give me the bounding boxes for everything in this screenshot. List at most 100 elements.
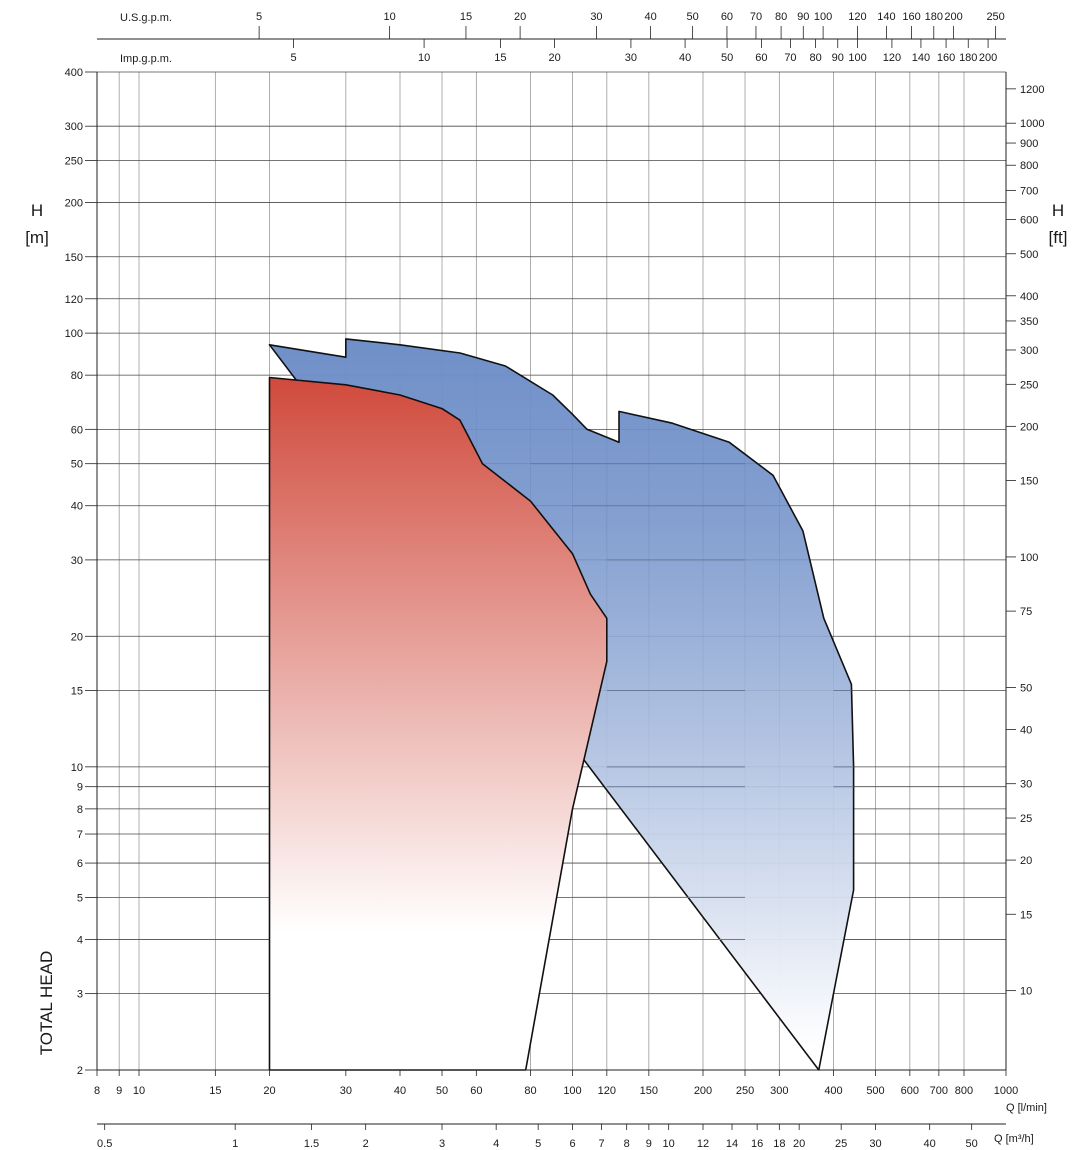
x-lpm-tick-label: 200 <box>694 1085 712 1097</box>
x-usgpm-label: U.S.g.p.m. <box>120 12 172 24</box>
x-m3h-tick-label: 12 <box>697 1138 709 1150</box>
red-performance-area <box>268 376 608 1071</box>
plot-frame <box>96 72 1007 1071</box>
x-lpm-tick-label: 120 <box>598 1085 616 1097</box>
x-lpm-tick-label: 700 <box>930 1085 948 1097</box>
x-impgpm-tick-label: 120 <box>883 52 901 64</box>
x-usgpm-tick-label: 90 <box>797 11 809 23</box>
x-usgpm-tick-label: 100 <box>814 11 832 23</box>
x-m3h-label: Q [m³/h] <box>994 1133 1034 1145</box>
y-left-tick-label: 40 <box>71 501 83 513</box>
x-lpm-tick-label: 300 <box>770 1085 788 1097</box>
x-m3h-tick-label: 10 <box>663 1138 675 1150</box>
x-m3h-tick-label: 16 <box>751 1138 763 1150</box>
x-m3h-tick-label: 4 <box>493 1138 499 1150</box>
y-right-tick-label: 25 <box>1020 813 1032 825</box>
y-left-tick-label: 10 <box>71 762 83 774</box>
y-right-tick-label: 900 <box>1020 138 1038 150</box>
y-right-tick-label: 150 <box>1020 476 1038 488</box>
x-impgpm-tick-label: 15 <box>494 52 506 64</box>
y-right-title-h: H <box>1052 201 1064 220</box>
y-right-tick-label: 1200 <box>1020 84 1044 96</box>
y-left-tick-label: 8 <box>77 804 83 816</box>
x-usgpm-tick-label: 20 <box>514 11 526 23</box>
axis-titles: H [m] H [ft] TOTAL HEAD Q [l/min] Q [m³/… <box>25 12 1067 1145</box>
x-m3h-tick-label: 8 <box>624 1138 630 1150</box>
y-left-tick-label: 5 <box>77 892 83 904</box>
y-left-tick-label: 100 <box>65 328 83 340</box>
y-left-tick-label: 3 <box>77 989 83 1001</box>
y-right-tick-label: 20 <box>1020 855 1032 867</box>
x-impgpm-tick-label: 10 <box>418 52 430 64</box>
x-impgpm-tick-label: 160 <box>937 52 955 64</box>
y-left-tick-label: 2 <box>77 1065 83 1077</box>
x-impgpm-tick-label: 180 <box>959 52 977 64</box>
y-left-tick-label: 400 <box>65 67 83 79</box>
x-lpm-tick-label: 30 <box>340 1085 352 1097</box>
y-left-tick-label: 150 <box>65 252 83 264</box>
x-m3h-tick-label: 50 <box>966 1138 978 1150</box>
x-usgpm-tick-label: 40 <box>644 11 656 23</box>
x-lpm-tick-label: 60 <box>470 1085 482 1097</box>
x-lpm-tick-label: 50 <box>436 1085 448 1097</box>
x-impgpm-tick-label: 50 <box>721 52 733 64</box>
x-lpm-label: Q [l/min] <box>1006 1102 1047 1114</box>
y-left-tick-label: 4 <box>77 934 83 946</box>
x-lpm-tick-label: 1000 <box>994 1085 1018 1097</box>
x-usgpm-tick-label: 50 <box>686 11 698 23</box>
x-impgpm-tick-label: 60 <box>755 52 767 64</box>
y-left-tick-label: 50 <box>71 459 83 471</box>
y-left-tick-label: 7 <box>77 829 83 841</box>
x-usgpm-tick-label: 250 <box>986 11 1004 23</box>
x-m3h-tick-label: 1.5 <box>304 1138 319 1150</box>
x-m3h-tick-label: 7 <box>598 1138 604 1150</box>
x-m3h-tick-label: 6 <box>569 1138 575 1150</box>
x-lpm-tick-label: 400 <box>824 1085 842 1097</box>
x-usgpm-tick-label: 180 <box>925 11 943 23</box>
performance-areas <box>268 338 855 1071</box>
x-m3h-tick-label: 14 <box>726 1138 738 1150</box>
x-lpm-tick-label: 80 <box>524 1085 536 1097</box>
y-left-tick-label: 80 <box>71 370 83 382</box>
y-right-tick-label: 30 <box>1020 779 1032 791</box>
y-left-tick-label: 120 <box>65 294 83 306</box>
y-right-tick-label: 400 <box>1020 291 1038 303</box>
y-right-tick-label: 50 <box>1020 682 1032 694</box>
x-lpm-tick-label: 500 <box>866 1085 884 1097</box>
x-lpm-tick-label: 9 <box>116 1085 122 1097</box>
x-impgpm-tick-label: 100 <box>848 52 866 64</box>
x-usgpm-tick-label: 15 <box>460 11 472 23</box>
x-m3h-tick-label: 25 <box>835 1138 847 1150</box>
y-right-tick-label: 250 <box>1020 379 1038 391</box>
y-right-title-unit: [ft] <box>1049 228 1068 247</box>
x-lpm-tick-label: 800 <box>955 1085 973 1097</box>
x-m3h-tick-label: 2 <box>363 1138 369 1150</box>
x-m3h-tick-label: 18 <box>773 1138 785 1150</box>
y-right-tick-label: 100 <box>1020 552 1038 564</box>
y-right-tick-label: 200 <box>1020 421 1038 433</box>
x-m3h-tick-label: 0.5 <box>97 1138 112 1150</box>
x-impgpm-label: Imp.g.p.m. <box>120 53 172 65</box>
y-right-tick-label: 15 <box>1020 909 1032 921</box>
x-usgpm-tick-label: 140 <box>877 11 895 23</box>
y-left-tick-label: 300 <box>65 121 83 133</box>
y-left-tick-label: 9 <box>77 782 83 794</box>
x-m3h-tick-label: 3 <box>439 1138 445 1150</box>
x-usgpm-tick-label: 160 <box>902 11 920 23</box>
x-m3h-tick-label: 5 <box>535 1138 541 1150</box>
x-impgpm-tick-label: 30 <box>625 52 637 64</box>
y-left-title-h: H <box>31 201 43 220</box>
x-usgpm-tick-label: 10 <box>383 11 395 23</box>
x-m3h-tick-label: 20 <box>793 1138 805 1150</box>
x-m3h-tick-label: 40 <box>924 1138 936 1150</box>
y-right-tick-label: 350 <box>1020 316 1038 328</box>
y-left-tick-label: 6 <box>77 858 83 870</box>
x-impgpm-tick-label: 5 <box>291 52 297 64</box>
x-lpm-tick-label: 100 <box>563 1085 581 1097</box>
x-m3h-tick-label: 1 <box>232 1138 238 1150</box>
x-impgpm-tick-label: 140 <box>912 52 930 64</box>
x-usgpm-tick-label: 70 <box>750 11 762 23</box>
x-usgpm-tick-label: 60 <box>721 11 733 23</box>
y-left-title-unit: [m] <box>25 228 49 247</box>
